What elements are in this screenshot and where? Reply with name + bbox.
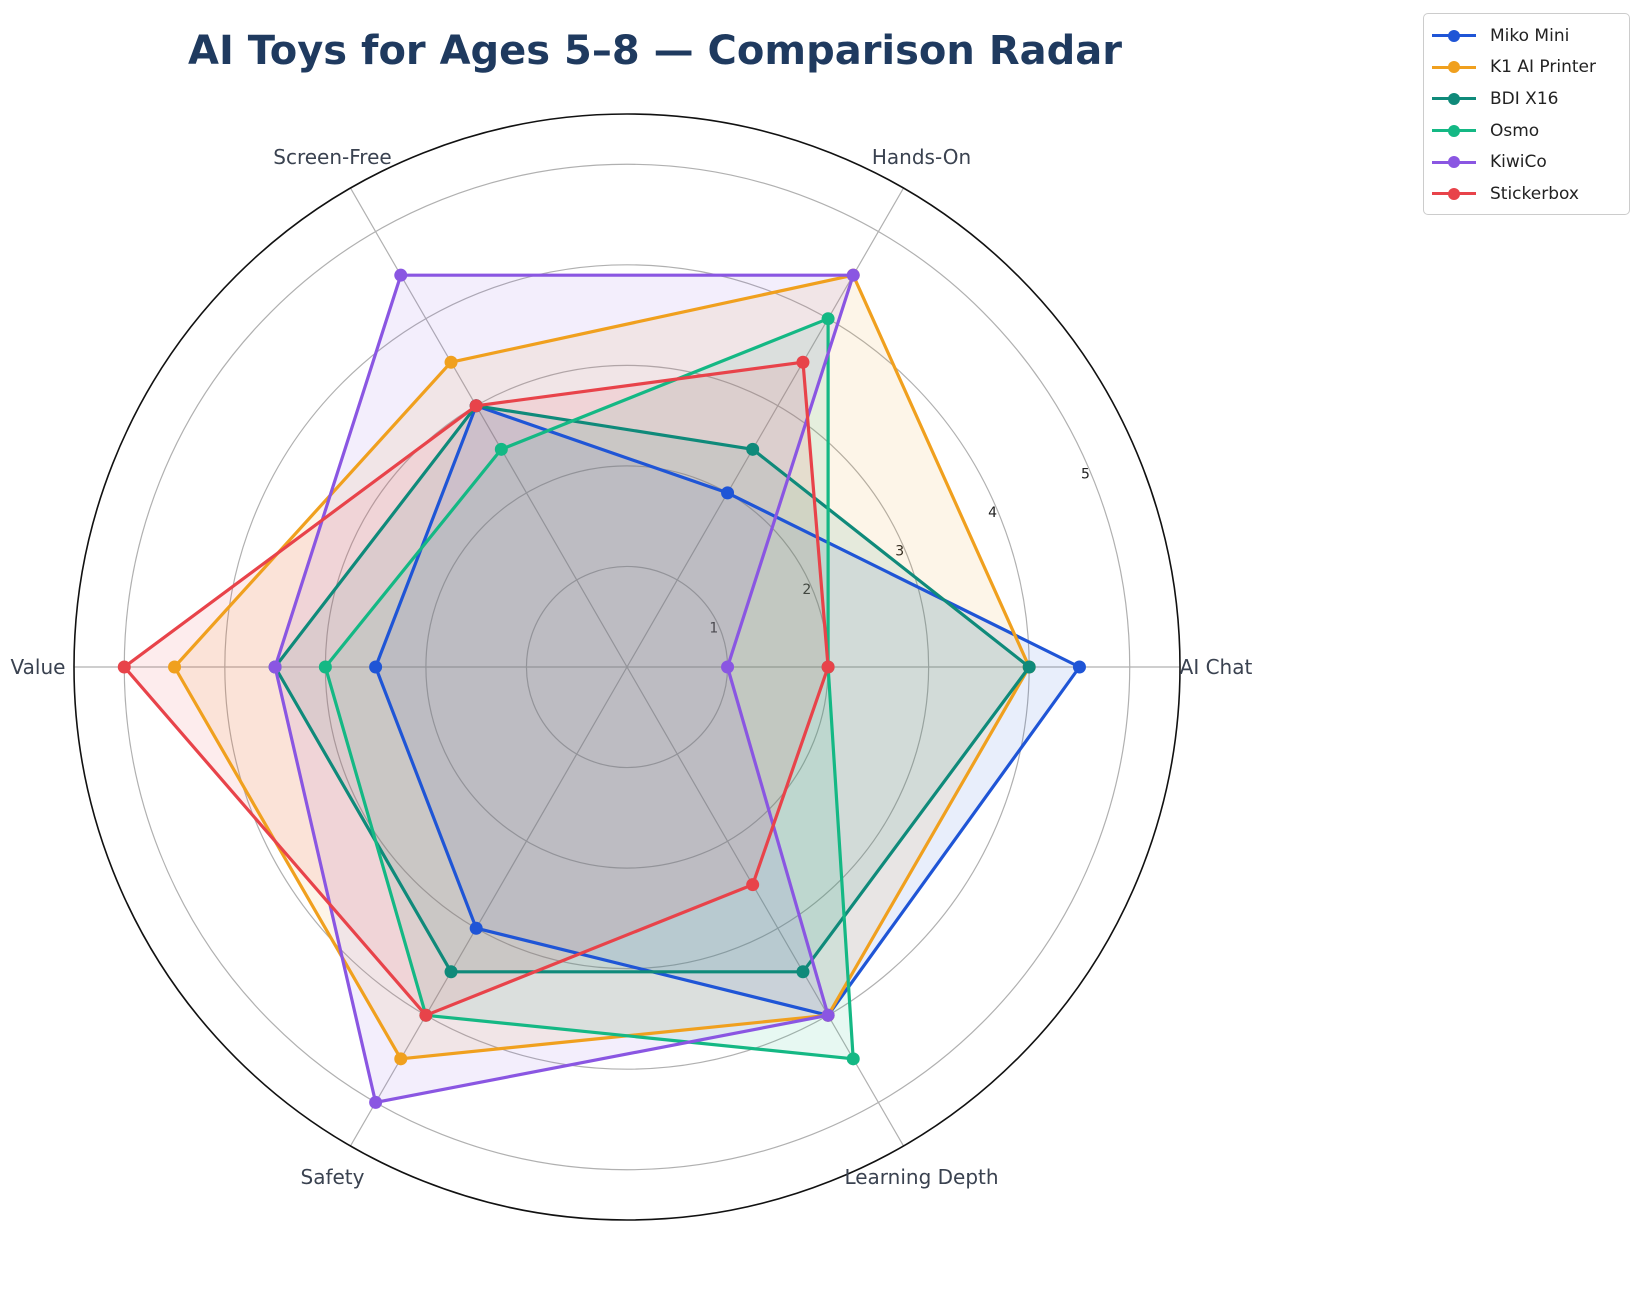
- legend-swatch: [1432, 92, 1476, 105]
- legend-swatch: [1432, 124, 1476, 137]
- legend-label: BDI X16: [1490, 88, 1559, 109]
- data-point: [369, 1095, 383, 1109]
- series-fill: [275, 275, 854, 1103]
- radial-tick-label: 4: [988, 505, 997, 521]
- data-point: [746, 442, 760, 456]
- data-point: [796, 355, 810, 369]
- legend-label: K1 AI Printer: [1490, 57, 1596, 78]
- data-point: [168, 660, 182, 674]
- axis-spoke: [349, 666, 628, 1147]
- legend-label: Miko Mini: [1490, 25, 1570, 46]
- data-point: [394, 268, 408, 282]
- legend-item: BDI X16: [1424, 83, 1629, 115]
- axis-label: Screen-Free: [273, 145, 391, 169]
- data-point: [746, 878, 760, 892]
- data-point: [318, 660, 332, 674]
- legend-item: Miko Mini: [1424, 20, 1629, 52]
- series-fills: [124, 275, 1080, 1103]
- legend-item: Osmo: [1424, 115, 1629, 147]
- data-point: [821, 660, 835, 674]
- radial-tick-label: 1: [709, 621, 718, 637]
- axis-spoke: [626, 666, 905, 1147]
- legend-swatch: [1432, 29, 1476, 42]
- chart-title: AI Toys for Ages 5–8 — Comparison Radar: [188, 28, 1122, 74]
- data-point: [1072, 660, 1086, 674]
- legend-item: KiwiCo: [1424, 146, 1629, 178]
- data-point: [419, 1008, 433, 1022]
- axis-label: Safety: [301, 1165, 365, 1189]
- legend: Miko Mini K1 AI Printer BDI X16 Osmo KiwiCo S…: [1423, 13, 1630, 215]
- data-point: [846, 268, 860, 282]
- legend-label: Stickerbox: [1490, 183, 1579, 204]
- series-fill: [375, 405, 1080, 1016]
- radial-tick-label: 3: [895, 544, 904, 560]
- axis-label: AI Chat: [1180, 655, 1253, 679]
- radial-tick-label: 2: [802, 582, 811, 598]
- data-point: [369, 660, 383, 674]
- axis-spoke: [349, 187, 628, 668]
- data-point: [721, 486, 735, 500]
- outer-frame: [73, 113, 1181, 1221]
- data-point: [846, 1052, 860, 1066]
- data-point: [494, 442, 508, 456]
- data-point: [469, 399, 483, 413]
- axis-label: Value: [11, 655, 66, 679]
- legend-item: Stickerbox: [1424, 178, 1629, 210]
- data-point: [394, 1052, 408, 1066]
- data-point: [796, 965, 810, 979]
- radar-chart: 1 2 3 4 5 AI Chat Hands-On Screen-Free Value Saf…: [11, 113, 1253, 1221]
- axis-spoke: [626, 187, 905, 668]
- series-lines: [117, 268, 1086, 1109]
- legend-item: K1 AI Printer: [1424, 52, 1629, 84]
- axis-label: Hands-On: [872, 145, 971, 169]
- data-point: [268, 660, 282, 674]
- legend-swatch: [1432, 187, 1476, 200]
- legend-swatch: [1432, 156, 1476, 169]
- legend-label: Osmo: [1490, 120, 1540, 141]
- series-fill: [124, 362, 829, 1016]
- data-point: [117, 660, 131, 674]
- data-point: [444, 965, 458, 979]
- data-point: [821, 1008, 835, 1022]
- axis-label: Learning Depth: [844, 1165, 998, 1189]
- legend-swatch: [1432, 61, 1476, 74]
- data-point: [444, 355, 458, 369]
- axis-labels: AI Chat Hands-On Screen-Free Value Safety Lea…: [11, 145, 1253, 1189]
- data-point: [721, 660, 735, 674]
- legend-label: KiwiCo: [1490, 152, 1547, 173]
- radial-tick-label: 5: [1081, 467, 1090, 483]
- data-point: [1022, 660, 1036, 674]
- data-point: [821, 312, 835, 326]
- data-point: [469, 921, 483, 935]
